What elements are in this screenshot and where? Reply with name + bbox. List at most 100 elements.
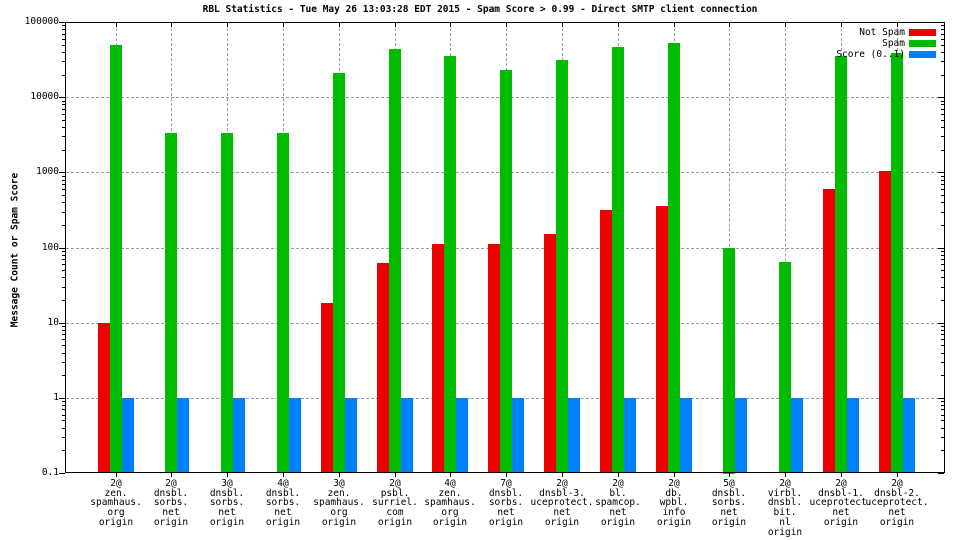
y-axis-tick bbox=[941, 29, 944, 30]
y-axis-tick bbox=[62, 25, 65, 26]
y-axis-tick bbox=[941, 437, 944, 438]
bar-score-0-1- bbox=[624, 398, 636, 473]
y-tick-label: 1 bbox=[53, 392, 59, 403]
x-axis-tick bbox=[450, 473, 451, 477]
legend-swatch-score-0-1- bbox=[909, 51, 936, 58]
y-axis-tick bbox=[59, 22, 65, 23]
x-axis-tick bbox=[897, 473, 898, 477]
y-axis-tick bbox=[941, 180, 944, 181]
x-axis-tick bbox=[674, 473, 675, 477]
y-axis-tick bbox=[941, 39, 944, 40]
y-axis-tick bbox=[941, 401, 944, 402]
y-axis-tick bbox=[941, 330, 944, 331]
y-axis-tick bbox=[941, 362, 944, 363]
x-axis-tick bbox=[395, 473, 396, 477]
x-axis-tick bbox=[618, 473, 619, 477]
x-tick-label: 4@ zen. spamhaus. org origin bbox=[424, 478, 476, 528]
y-axis-tick bbox=[62, 29, 65, 30]
y-axis-tick bbox=[62, 39, 65, 40]
x-axis-tick bbox=[395, 23, 396, 27]
bar-not-spam bbox=[377, 263, 389, 473]
y-axis-tick bbox=[62, 409, 65, 410]
y-axis-tick bbox=[62, 101, 65, 102]
y-axis-tick bbox=[941, 104, 944, 105]
y-axis-tick bbox=[941, 375, 944, 376]
y-axis-tick bbox=[62, 437, 65, 438]
bar-spam bbox=[500, 70, 512, 473]
legend-swatch-spam bbox=[909, 40, 936, 47]
y-axis-tick bbox=[941, 428, 944, 429]
y-axis-tick bbox=[62, 405, 65, 406]
bar-score-0-1- bbox=[122, 398, 134, 473]
bar-not-spam bbox=[544, 234, 556, 473]
y-axis-tick bbox=[62, 150, 65, 151]
y-axis-tick bbox=[941, 195, 944, 196]
x-tick-label: 2@ dnsbl. sorbs. net origin bbox=[153, 478, 189, 528]
y-axis-tick bbox=[941, 189, 944, 190]
bar-score-0-1- bbox=[791, 398, 803, 473]
y-axis-tick bbox=[62, 45, 65, 46]
y-axis-tick bbox=[62, 277, 65, 278]
y-axis-tick bbox=[941, 420, 944, 421]
y-axis-tick bbox=[941, 339, 944, 340]
bar-spam bbox=[668, 43, 680, 473]
y-tick-label: 10 bbox=[47, 317, 59, 328]
y-axis-tick bbox=[62, 362, 65, 363]
y-tick-label: 0.1 bbox=[41, 467, 59, 478]
legend-swatch-not-spam bbox=[909, 29, 936, 36]
bar-not-spam bbox=[823, 189, 835, 473]
x-tick-label: 2@ zen. spamhaus. org origin bbox=[90, 478, 142, 528]
bar-score-0-1- bbox=[401, 398, 413, 473]
y-axis-tick bbox=[941, 251, 944, 252]
bar-score-0-1- bbox=[680, 398, 692, 473]
x-axis-tick bbox=[785, 473, 786, 477]
y-axis-tick bbox=[59, 323, 65, 324]
y-axis-tick bbox=[938, 172, 944, 173]
legend-label: Spam bbox=[882, 38, 905, 49]
x-tick-label: 2@ psbl. surriel. com origin bbox=[372, 478, 418, 528]
y-axis-tick bbox=[62, 415, 65, 416]
x-tick-label: 7@ dnsbl. sorbs. net origin bbox=[488, 478, 524, 528]
y-axis-tick bbox=[62, 189, 65, 190]
y-axis-tick bbox=[941, 109, 944, 110]
x-axis-tick bbox=[729, 23, 730, 27]
x-tick-label: 2@ dnsbl-2. uceprotect. net origin bbox=[865, 478, 929, 528]
y-axis-tick bbox=[62, 251, 65, 252]
y-axis-tick bbox=[941, 25, 944, 26]
x-axis-tick bbox=[562, 23, 563, 27]
x-tick-label: 4@ dnsbl. sorbs. net origin bbox=[265, 478, 301, 528]
y-axis-tick bbox=[62, 270, 65, 271]
y-tick-label: 100 bbox=[41, 242, 59, 253]
y-axis-tick bbox=[941, 212, 944, 213]
x-tick-label: 2@ db. wpbl. info origin bbox=[656, 478, 692, 528]
y-axis-tick bbox=[941, 52, 944, 53]
bar-not-spam bbox=[321, 303, 333, 473]
bar-spam bbox=[277, 133, 289, 473]
x-axis-tick bbox=[171, 473, 172, 477]
y-axis-tick bbox=[62, 127, 65, 128]
y-axis-tick bbox=[62, 120, 65, 121]
y-axis-tick bbox=[941, 334, 944, 335]
y-axis-tick bbox=[59, 172, 65, 173]
x-axis-tick bbox=[116, 23, 117, 27]
x-axis-tick bbox=[897, 23, 898, 27]
y-axis-tick bbox=[938, 323, 944, 324]
y-axis-tick bbox=[62, 225, 65, 226]
y-axis-tick bbox=[941, 75, 944, 76]
y-axis-tick bbox=[941, 353, 944, 354]
x-axis-tick bbox=[618, 23, 619, 27]
y-axis-tick bbox=[941, 277, 944, 278]
y-axis-tick bbox=[62, 259, 65, 260]
bar-not-spam bbox=[656, 206, 668, 473]
y-axis-tick bbox=[59, 398, 65, 399]
bar-spam bbox=[556, 60, 568, 473]
y-axis-tick bbox=[938, 248, 944, 249]
x-axis-tick bbox=[506, 23, 507, 27]
x-tick-label: 2@ dnsbl-1. uceprotect. net origin bbox=[809, 478, 873, 528]
y-axis-tick bbox=[941, 101, 944, 102]
bar-not-spam bbox=[432, 244, 444, 473]
y-axis-tick bbox=[62, 264, 65, 265]
y-axis-tick bbox=[941, 45, 944, 46]
y-axis-tick bbox=[941, 225, 944, 226]
y-axis-tick bbox=[59, 473, 65, 474]
